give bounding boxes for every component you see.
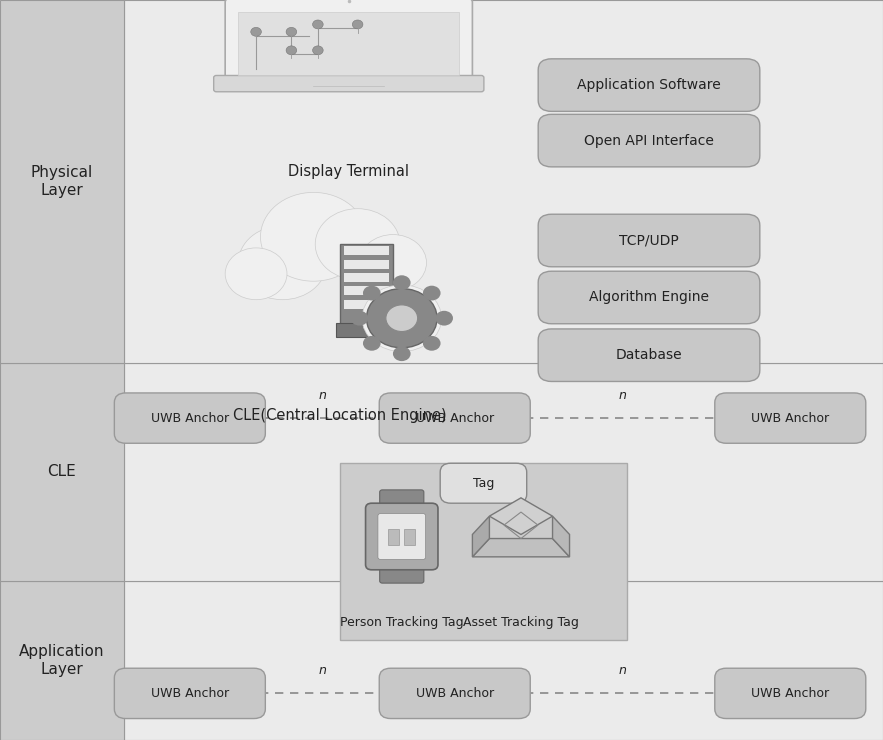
FancyBboxPatch shape [115, 668, 265, 719]
Text: TCP/UDP: TCP/UDP [619, 234, 679, 247]
Circle shape [393, 346, 411, 361]
FancyBboxPatch shape [538, 215, 759, 267]
Circle shape [423, 286, 441, 300]
Circle shape [363, 336, 381, 351]
Circle shape [251, 27, 261, 36]
Text: Display Terminal: Display Terminal [288, 164, 410, 179]
FancyBboxPatch shape [380, 562, 424, 583]
Circle shape [286, 46, 297, 55]
Text: Algorithm Engine: Algorithm Engine [589, 291, 709, 304]
Text: n: n [319, 388, 326, 402]
FancyBboxPatch shape [344, 246, 389, 255]
Text: Person Tracking Tag: Person Tracking Tag [340, 616, 464, 629]
Circle shape [366, 289, 437, 348]
Circle shape [313, 46, 323, 55]
Text: UWB Anchor: UWB Anchor [751, 411, 829, 425]
Circle shape [260, 192, 366, 281]
FancyBboxPatch shape [0, 363, 124, 581]
Text: Tag: Tag [472, 477, 494, 490]
Text: n: n [619, 388, 626, 402]
FancyBboxPatch shape [379, 668, 530, 719]
Text: UWB Anchor: UWB Anchor [751, 687, 829, 700]
FancyBboxPatch shape [388, 529, 399, 545]
Circle shape [359, 235, 426, 291]
Text: UWB Anchor: UWB Anchor [416, 411, 494, 425]
Text: Physical
Layer: Physical Layer [31, 165, 93, 198]
Text: Database: Database [615, 349, 683, 362]
Text: Asset Tracking Tag: Asset Tracking Tag [463, 616, 579, 629]
FancyBboxPatch shape [538, 272, 759, 324]
Circle shape [315, 209, 400, 280]
Circle shape [225, 248, 287, 300]
Polygon shape [472, 539, 570, 557]
FancyBboxPatch shape [538, 114, 759, 166]
FancyBboxPatch shape [340, 462, 627, 640]
FancyBboxPatch shape [0, 0, 124, 363]
FancyBboxPatch shape [379, 393, 530, 443]
FancyBboxPatch shape [124, 0, 883, 363]
Text: Application Software: Application Software [577, 78, 721, 92]
FancyBboxPatch shape [714, 668, 865, 719]
FancyBboxPatch shape [344, 273, 389, 282]
FancyBboxPatch shape [366, 503, 438, 570]
Circle shape [313, 20, 323, 29]
Circle shape [351, 311, 368, 326]
Polygon shape [489, 498, 553, 534]
FancyBboxPatch shape [344, 286, 389, 295]
Text: CLE: CLE [48, 464, 76, 480]
Circle shape [352, 20, 363, 29]
FancyBboxPatch shape [124, 581, 883, 740]
FancyBboxPatch shape [340, 244, 393, 326]
Text: Application
Layer: Application Layer [19, 645, 104, 676]
FancyBboxPatch shape [380, 490, 424, 511]
Text: CLE(Central Location Engine): CLE(Central Location Engine) [233, 408, 447, 423]
FancyBboxPatch shape [336, 323, 397, 337]
FancyBboxPatch shape [538, 59, 759, 112]
FancyBboxPatch shape [115, 393, 265, 443]
Text: UWB Anchor: UWB Anchor [151, 687, 229, 700]
Text: Open API Interface: Open API Interface [584, 134, 714, 147]
Circle shape [286, 27, 297, 36]
Text: n: n [319, 664, 326, 677]
FancyBboxPatch shape [344, 260, 389, 269]
Polygon shape [553, 517, 570, 557]
FancyBboxPatch shape [124, 363, 883, 581]
FancyBboxPatch shape [538, 329, 759, 382]
Circle shape [393, 275, 411, 290]
Circle shape [435, 311, 453, 326]
FancyBboxPatch shape [225, 0, 472, 84]
FancyBboxPatch shape [714, 393, 865, 443]
FancyBboxPatch shape [0, 581, 124, 740]
Circle shape [423, 336, 441, 351]
FancyBboxPatch shape [404, 529, 415, 545]
FancyBboxPatch shape [214, 75, 484, 92]
Circle shape [363, 286, 381, 300]
FancyBboxPatch shape [378, 514, 426, 559]
Polygon shape [472, 517, 489, 557]
Circle shape [238, 226, 327, 300]
Text: UWB Anchor: UWB Anchor [416, 687, 494, 700]
FancyBboxPatch shape [440, 463, 526, 503]
Text: n: n [619, 664, 626, 677]
Text: UWB Anchor: UWB Anchor [151, 411, 229, 425]
FancyBboxPatch shape [238, 12, 459, 75]
Circle shape [362, 285, 442, 352]
FancyBboxPatch shape [344, 300, 389, 309]
Circle shape [386, 305, 418, 332]
